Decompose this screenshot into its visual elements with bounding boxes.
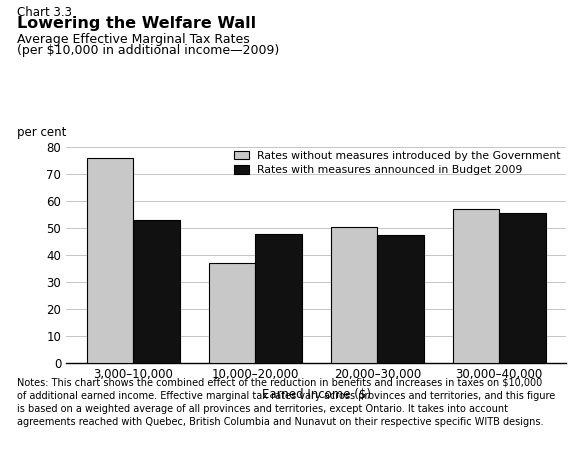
Bar [331, 227, 377, 363]
Text: Lowering the Welfare Wall: Lowering the Welfare Wall [17, 16, 256, 31]
Legend: Rates without measures introduced by the Government, Rates with measures announc: Rates without measures introduced by the… [233, 151, 561, 175]
Text: Average Effective Marginal Tax Rates: Average Effective Marginal Tax Rates [17, 33, 250, 46]
Text: Chart 3.3: Chart 3.3 [17, 6, 72, 19]
Text: (per $10,000 in additional income—2009): (per $10,000 in additional income—2009) [17, 44, 279, 57]
Bar [133, 220, 179, 363]
Bar [499, 213, 546, 363]
Bar [453, 209, 499, 363]
Text: Notes: This chart shows the combined effect of the reduction in benefits and inc: Notes: This chart shows the combined eff… [17, 378, 555, 427]
Bar [87, 158, 133, 363]
Bar [377, 235, 424, 363]
Text: per cent: per cent [17, 126, 67, 139]
X-axis label: Earned Income ($): Earned Income ($) [262, 388, 371, 401]
Bar [209, 264, 255, 363]
Bar [255, 234, 302, 363]
